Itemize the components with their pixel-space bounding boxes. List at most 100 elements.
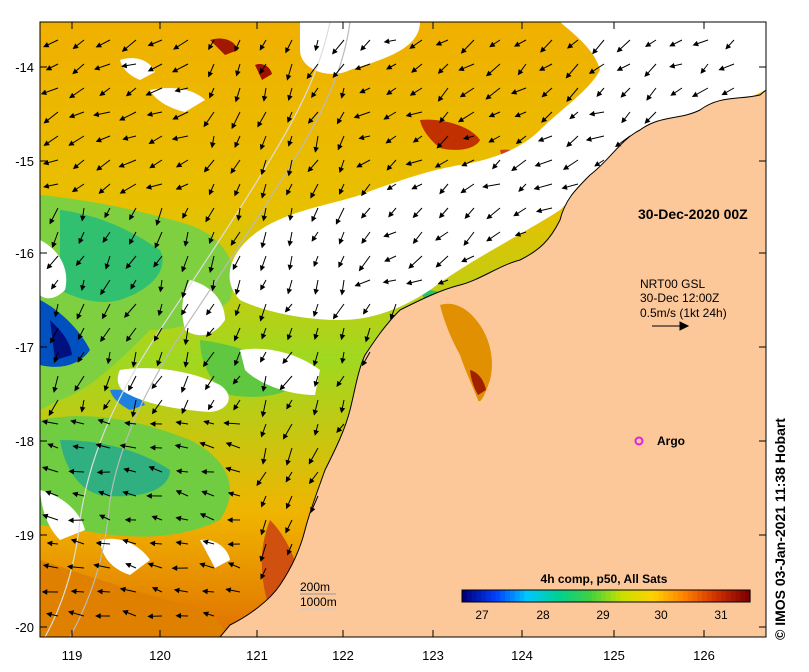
current-arrow-head	[485, 93, 492, 100]
current-arrow-head	[100, 335, 106, 343]
colorbar-segment	[476, 590, 482, 602]
colorbar-segment	[562, 590, 569, 602]
current-arrow-head	[232, 378, 239, 385]
current-arrow-head	[435, 235, 442, 241]
current-arrow-head	[42, 513, 49, 520]
current-arrow-head	[149, 162, 156, 169]
current-arrow-head	[383, 232, 390, 238]
current-arrow-head	[45, 490, 52, 496]
colorbar-title: 4h comp, p50, All Sats	[541, 572, 668, 586]
current-arrow-head	[153, 261, 159, 268]
current-arrow-head	[287, 264, 294, 271]
current-arrow-head	[287, 214, 294, 221]
current-arrow-head	[412, 137, 419, 143]
current-arrow-head	[201, 490, 208, 496]
current-arrow-head	[358, 265, 365, 272]
colorbar-segment	[697, 590, 703, 602]
current-arrow-head	[225, 466, 232, 473]
current-info-line: 0.5m/s (1kt 24h)	[640, 306, 727, 320]
current-arrow-head	[311, 235, 318, 242]
current-arrow-head	[534, 161, 541, 167]
current-arrow-head	[147, 613, 153, 620]
current-arrow-head	[151, 408, 158, 415]
current-arrow-head	[412, 237, 419, 245]
current-arrow-head	[353, 113, 360, 119]
current-arrow-head	[566, 95, 573, 102]
current-arrow-head	[147, 41, 154, 47]
current-arrow-head	[151, 587, 159, 593]
current-arrow-head	[492, 163, 498, 170]
current-arrow-head	[98, 490, 105, 496]
current-arrow-head	[259, 67, 265, 75]
current-arrow-head	[462, 134, 470, 141]
current-arrow-head	[46, 540, 53, 547]
current-arrow-head	[225, 442, 232, 448]
current-arrow-head	[338, 238, 344, 245]
current-arrow-head	[435, 261, 442, 268]
current-arrow-head	[174, 87, 181, 93]
current-arrow-head	[284, 306, 291, 313]
current-arrow-head	[338, 188, 344, 195]
current-arrow-head	[285, 502, 291, 510]
colorbar-segment	[558, 590, 564, 602]
scale-arrow	[652, 321, 690, 331]
current-arrow-head	[331, 48, 338, 55]
current-arrow-head	[47, 443, 54, 449]
current-arrow-head	[286, 288, 293, 295]
current-arrow-head	[616, 65, 624, 71]
current-arrow-head	[234, 96, 240, 103]
current-arrow-head	[148, 466, 155, 472]
current-arrow-head	[386, 184, 393, 191]
x-tick-label: 120	[149, 648, 171, 663]
colorbar-segment	[567, 590, 573, 602]
map-plot-area	[40, 22, 766, 637]
current-arrow-head	[308, 477, 315, 485]
colorbar-segment	[500, 590, 506, 602]
current-arrow-head	[596, 90, 603, 97]
colorbar: 4h comp, p50, All Sats 27 28 29 30 31	[461, 572, 751, 622]
current-arrow-head	[181, 291, 187, 299]
current-arrow-head	[437, 279, 444, 285]
current-arrow-head	[435, 40, 442, 46]
colorbar-frame	[461, 589, 751, 603]
x-tick-label: 125	[603, 648, 625, 663]
current-arrow-head	[72, 43, 79, 50]
current-arrow-head	[461, 161, 468, 167]
current-arrow-head	[175, 420, 182, 426]
current-arrow-head	[486, 235, 493, 242]
current-arrow-head	[155, 219, 161, 226]
current-arrow-head	[438, 212, 445, 219]
colorbar-segment	[538, 590, 545, 602]
colorbar-tick-label: 27	[475, 608, 489, 622]
current-arrow-head	[360, 44, 367, 51]
bathymetry-contours	[44, 22, 351, 637]
current-arrow-head	[311, 91, 317, 99]
current-arrow-head	[234, 141, 240, 149]
current-arrow-head	[518, 186, 525, 193]
current-arrow-head	[260, 411, 267, 418]
current-arrow-head	[669, 41, 676, 47]
current-arrow-head	[225, 587, 232, 593]
current-arrow-head	[124, 517, 131, 523]
current-arrow-head	[514, 231, 522, 237]
current-arrow-head	[209, 142, 216, 149]
colorbar-segment	[658, 590, 665, 602]
colorbar-segment	[740, 590, 746, 602]
current-arrow-head	[356, 162, 363, 168]
current-arrow-head	[405, 160, 412, 166]
current-arrow-head	[93, 111, 100, 117]
colorbar-segment	[735, 590, 741, 602]
current-arrow-head	[312, 409, 319, 416]
colorbar-segment	[490, 590, 497, 602]
current-arrow-head	[439, 116, 445, 123]
current-arrow-head	[182, 212, 188, 219]
colorbar-segment	[486, 590, 492, 602]
current-arrow-head	[313, 288, 319, 295]
current-arrow-head	[128, 384, 134, 392]
current-arrow-head	[149, 444, 156, 451]
current-arrow-head	[124, 420, 131, 427]
current-arrow-head	[203, 419, 210, 426]
current-arrow-head	[725, 43, 732, 50]
colorbar-segment	[596, 590, 602, 602]
colorbar-segment	[654, 590, 660, 602]
